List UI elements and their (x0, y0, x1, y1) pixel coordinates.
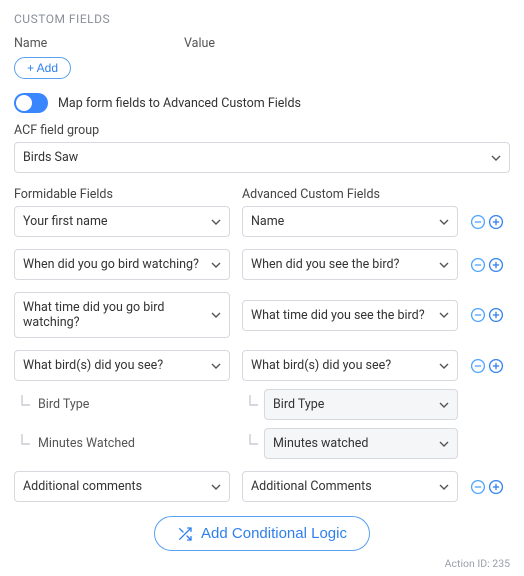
sub-acf-value: Minutes watched (273, 436, 368, 451)
row-actions (470, 479, 510, 495)
chevron-down-icon (439, 482, 449, 492)
sub-row: Minutes Watched Minutes watched (14, 428, 510, 459)
chevron-down-icon (439, 400, 449, 410)
formidable-field-value: What bird(s) did you see? (23, 358, 163, 373)
formidable-field-value: Additional comments (23, 479, 142, 494)
acf-field-select[interactable]: When did you see the bird? (242, 249, 458, 280)
add-icon[interactable] (488, 257, 504, 273)
acf-field-value: What bird(s) did you see? (251, 358, 391, 373)
add-button[interactable]: + Add (14, 57, 71, 79)
acf-field-value: Additional Comments (251, 479, 372, 494)
chevron-down-icon (211, 260, 221, 270)
add-icon[interactable] (488, 479, 504, 495)
formidable-field-value: What time did you go bird watching? (23, 300, 205, 330)
add-icon[interactable] (488, 307, 504, 323)
chevron-down-icon (439, 439, 449, 449)
chevron-down-icon (439, 260, 449, 270)
formidable-field-value: When did you go bird watching? (23, 257, 199, 272)
chevron-down-icon (211, 310, 221, 320)
formidable-field-select[interactable]: Additional comments (14, 471, 230, 502)
remove-icon[interactable] (470, 479, 486, 495)
formidable-field-select[interactable]: When did you go bird watching? (14, 249, 230, 280)
shuffle-icon (177, 526, 193, 542)
mapping-row: Your first name Name (14, 206, 510, 237)
row-actions (470, 257, 510, 273)
remove-icon[interactable] (470, 214, 486, 230)
name-value-header: Name Value (14, 36, 510, 51)
add-icon[interactable] (488, 214, 504, 230)
add-conditional-logic-button[interactable]: Add Conditional Logic (154, 516, 370, 551)
row-actions (470, 307, 510, 323)
chevron-down-icon (439, 361, 449, 371)
formidable-field-select[interactable]: What bird(s) did you see? (14, 350, 230, 381)
mapping-row: What time did you go bird watching? What … (14, 292, 510, 338)
add-button-label: + Add (27, 61, 58, 75)
sub-left-label: Minutes Watched (36, 436, 135, 451)
mapping-row: Additional comments Additional Comments (14, 471, 510, 502)
header-value: Value (184, 36, 510, 51)
col-left-label: Formidable Fields (14, 187, 230, 202)
tree-branch-icon (18, 434, 32, 454)
mapping-row: When did you go bird watching? When did y… (14, 249, 510, 280)
map-fields-toggle[interactable] (14, 93, 48, 113)
sub-acf-select[interactable]: Bird Type (264, 389, 458, 420)
row-actions (470, 358, 510, 374)
add-conditional-logic-label: Add Conditional Logic (201, 525, 347, 542)
tree-branch-icon (18, 395, 32, 415)
remove-icon[interactable] (470, 307, 486, 323)
acf-field-select[interactable]: What bird(s) did you see? (242, 350, 458, 381)
tree-branch-icon (246, 395, 260, 415)
mapping-row: What bird(s) did you see? What bird(s) di… (14, 350, 510, 381)
acf-field-select[interactable]: Name (242, 206, 458, 237)
chevron-down-icon (439, 217, 449, 227)
section-title: CUSTOM FIELDS (14, 12, 510, 26)
chevron-down-icon (211, 482, 221, 492)
acf-group-label: ACF field group (14, 123, 510, 138)
action-id-footer: Action ID: 235 (14, 557, 510, 570)
chevron-down-icon (439, 310, 449, 320)
sub-acf-select[interactable]: Minutes watched (264, 428, 458, 459)
formidable-field-select[interactable]: What time did you go bird watching? (14, 292, 230, 338)
acf-group-select[interactable]: Birds Saw (14, 142, 510, 173)
chevron-down-icon (211, 361, 221, 371)
acf-field-value: What time did you see the bird? (251, 308, 425, 323)
row-actions (470, 214, 510, 230)
acf-group-value: Birds Saw (23, 150, 78, 165)
toggle-knob (16, 95, 32, 111)
chevron-down-icon (491, 153, 501, 163)
acf-field-value: When did you see the bird? (251, 257, 399, 272)
sub-acf-value: Bird Type (273, 397, 324, 412)
acf-field-select[interactable]: What time did you see the bird? (242, 300, 458, 331)
acf-field-select[interactable]: Additional Comments (242, 471, 458, 502)
mapping-columns-header: Formidable Fields Advanced Custom Fields (14, 187, 510, 202)
remove-icon[interactable] (470, 257, 486, 273)
header-name: Name (14, 36, 184, 51)
sub-row: Bird Type Bird Type (14, 389, 510, 420)
acf-field-value: Name (251, 214, 284, 229)
chevron-down-icon (211, 217, 221, 227)
tree-branch-icon (246, 434, 260, 454)
formidable-field-value: Your first name (23, 214, 108, 229)
add-icon[interactable] (488, 358, 504, 374)
sub-left-label: Bird Type (36, 397, 89, 412)
remove-icon[interactable] (470, 358, 486, 374)
formidable-field-select[interactable]: Your first name (14, 206, 230, 237)
map-fields-toggle-label: Map form fields to Advanced Custom Field… (58, 96, 301, 111)
sub-rows: Bird TypeBird TypeMinutes WatchedMinutes… (14, 389, 510, 459)
col-right-label: Advanced Custom Fields (242, 187, 458, 202)
